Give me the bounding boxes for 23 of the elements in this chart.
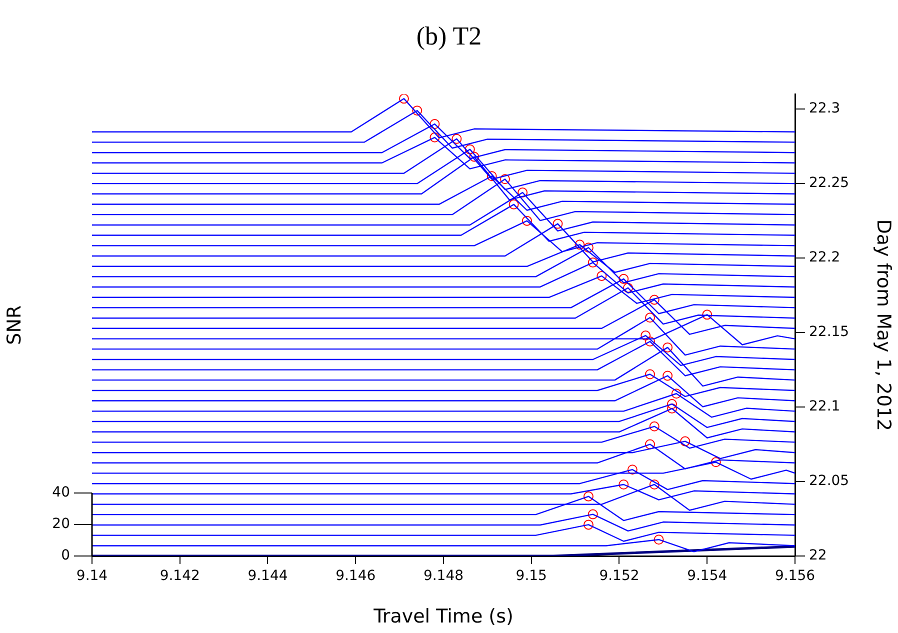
- x-tick-label: 9.146: [336, 568, 376, 584]
- y-tick-label: 22.3: [809, 100, 840, 117]
- y2-axis-title: SNR: [3, 305, 26, 345]
- chart-title: (b) T2: [416, 21, 482, 50]
- x-tick-label: 9.148: [423, 568, 464, 584]
- y2-tick-label: 40: [52, 484, 70, 501]
- y-tick-label: 22: [809, 548, 827, 564]
- y2-tick-label: 0: [61, 548, 70, 564]
- x-tick-label: 9.142: [160, 568, 200, 584]
- y-tick-label: 22.05: [809, 473, 850, 490]
- y2-tick-label: 20: [52, 516, 70, 532]
- x-tick-label: 9.154: [687, 568, 728, 584]
- y-tick-label: 22.25: [809, 175, 850, 192]
- x-tick-label: 9.144: [248, 568, 288, 584]
- x-tick-label: 9.156: [774, 568, 816, 584]
- x-tick-label: 9.152: [599, 568, 640, 584]
- y-tick-label: 22.15: [809, 324, 850, 340]
- x-axis-title: Travel Time (s): [372, 606, 514, 628]
- y-tick-label: 22.1: [809, 398, 840, 415]
- y-axis-title: Day from May 1, 2012: [872, 219, 895, 431]
- x-tick-label: 9.14: [76, 568, 108, 584]
- y-tick-label: 22.2: [809, 250, 840, 266]
- x-tick-label: 9.15: [516, 568, 547, 584]
